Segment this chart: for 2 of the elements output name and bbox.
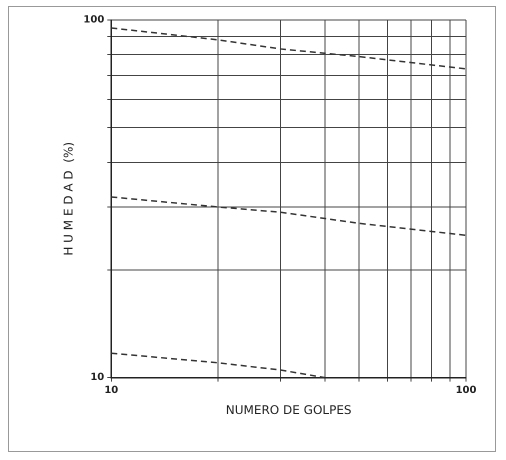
x-axis-title: NUMERO DE GOLPES (226, 402, 352, 417)
y-axis-title: H U M E D A D (%) (61, 142, 76, 256)
